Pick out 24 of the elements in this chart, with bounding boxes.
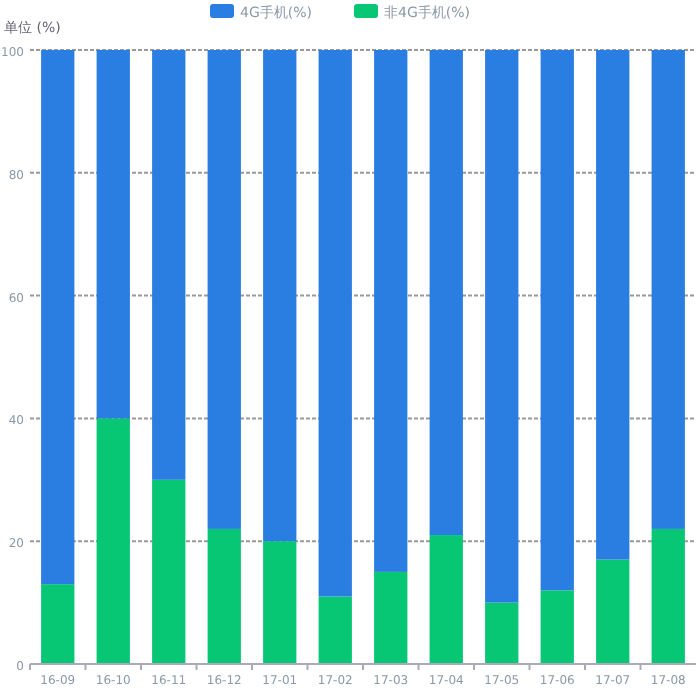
bar bbox=[596, 50, 630, 560]
bar bbox=[41, 584, 75, 664]
bar bbox=[485, 602, 519, 664]
bar bbox=[318, 596, 352, 664]
bar bbox=[651, 50, 685, 529]
bar bbox=[152, 50, 186, 480]
bar bbox=[540, 50, 574, 591]
bar bbox=[263, 50, 297, 542]
bar bbox=[485, 50, 519, 603]
bar bbox=[540, 590, 574, 664]
bar bbox=[429, 535, 463, 664]
bar bbox=[207, 50, 241, 529]
bar bbox=[374, 50, 408, 572]
bar bbox=[318, 50, 352, 597]
bar bbox=[41, 50, 75, 585]
bar bbox=[263, 541, 297, 664]
bar bbox=[96, 418, 130, 664]
bar bbox=[651, 528, 685, 664]
bar bbox=[96, 50, 130, 419]
bar bbox=[207, 528, 241, 664]
bar bbox=[429, 50, 463, 536]
bar bbox=[596, 559, 630, 664]
bar bbox=[152, 479, 186, 664]
bar bbox=[374, 571, 408, 664]
